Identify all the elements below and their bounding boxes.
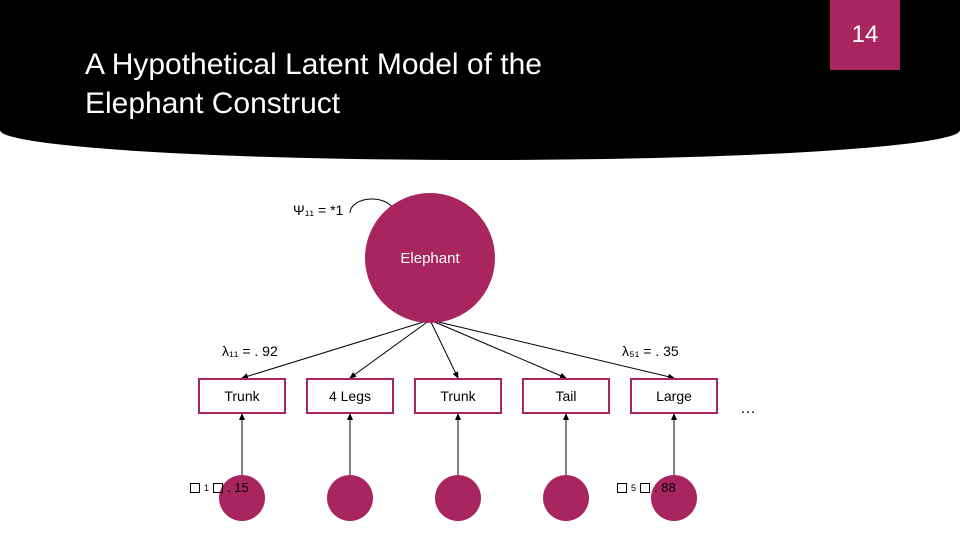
indicator-box: Trunk: [414, 378, 502, 414]
page-title: A Hypothetical Latent Model of the Eleph…: [85, 45, 625, 123]
error-term-node: [327, 475, 373, 521]
psi-parameter-label: Ψ₁₁ = *1: [293, 202, 343, 218]
ellipsis: …: [740, 400, 756, 418]
latent-variable-node: Elephant: [365, 193, 495, 323]
indicator-box: Large: [630, 378, 718, 414]
error-term-node: [651, 475, 697, 521]
indicator-box: 4 Legs: [306, 378, 394, 414]
error-term-node: [219, 475, 265, 521]
lambda-label: λ₅₁ = . 35: [622, 343, 679, 359]
error-term-node: [543, 475, 589, 521]
latent-label: Elephant: [400, 250, 459, 267]
error-variance-label: 5 . 88: [617, 480, 676, 495]
error-variance-label: 1 . 15: [190, 480, 249, 495]
page-number-badge: 14: [830, 0, 900, 70]
lambda-label: λ₁₁ = . 92: [222, 343, 278, 359]
indicator-box: Trunk: [198, 378, 286, 414]
error-term-node: [435, 475, 481, 521]
indicator-box: Tail: [522, 378, 610, 414]
